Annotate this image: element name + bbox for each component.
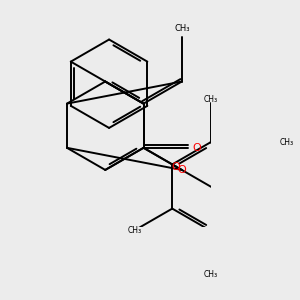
- Text: CH₃: CH₃: [279, 138, 293, 147]
- Text: O: O: [172, 162, 181, 172]
- Text: CH₃: CH₃: [203, 94, 218, 103]
- Text: CH₃: CH₃: [174, 24, 190, 33]
- Text: CH₃: CH₃: [128, 226, 142, 235]
- Text: O: O: [192, 143, 201, 153]
- Text: CH₃: CH₃: [203, 269, 218, 278]
- Text: O: O: [177, 165, 186, 175]
